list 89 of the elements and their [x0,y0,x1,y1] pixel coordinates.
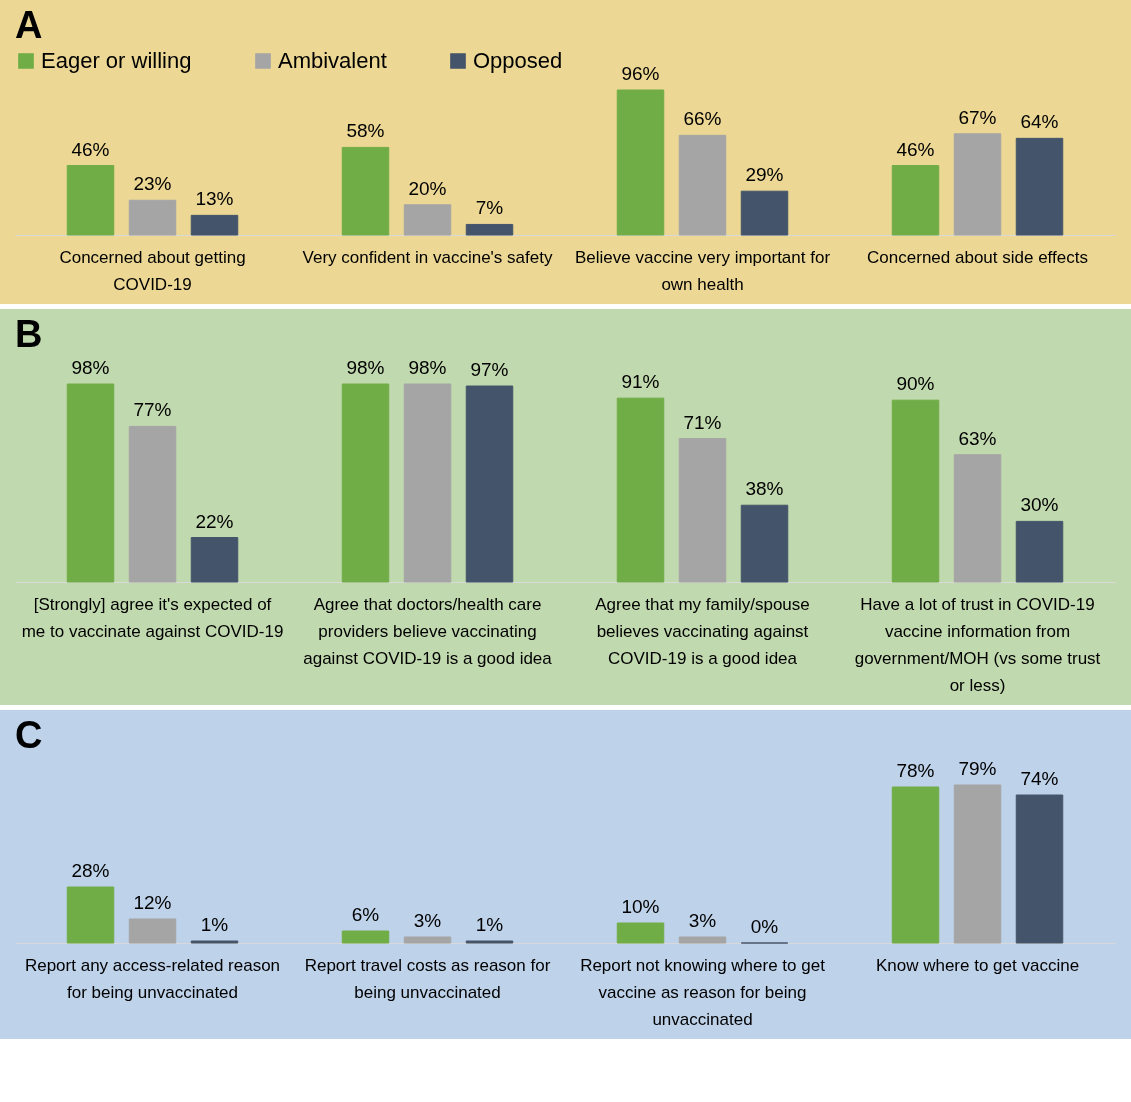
legend-label: Ambivalent [278,48,387,73]
bar [66,165,115,236]
data-label: 66% [683,108,722,130]
bar [616,89,665,236]
data-label: 10% [621,896,660,917]
data-label: 91% [621,371,660,393]
bar [616,922,665,944]
bar [740,504,789,583]
bar [190,537,239,583]
data-label: 12% [133,892,172,913]
data-label: 30% [1020,494,1059,516]
data-label: 38% [745,478,784,500]
bar [66,383,115,583]
bar [1015,794,1064,944]
x-tick-label: Agree that doctors/health care providers believe vaccinating against COVID-19 is a good idea [303,594,553,668]
data-label: 20% [408,177,447,199]
data-label: 6% [351,904,380,925]
x-tick-label: Have a lot of trust in COVID-19 vaccine information from government/MOH (vs some trust or less) [854,594,1101,695]
data-label: 74% [1020,768,1059,789]
bar [341,146,390,236]
data-label: 22% [195,510,234,532]
data-label: 64% [1020,111,1059,133]
bar [465,385,514,583]
data-label: 97% [470,359,509,381]
data-label: 46% [71,138,110,160]
chart-title: A [15,4,43,46]
bar [1015,520,1064,583]
x-tick-label: Concerned about side effects [867,247,1088,267]
bar [740,190,789,236]
data-label: 98% [408,357,447,378]
x-tick-label: Concerned about getting COVID-19 [59,247,246,294]
bar [891,399,940,583]
legend-label: Eager or willing [41,48,192,73]
bar [891,786,940,944]
data-label: 78% [896,760,935,781]
chart-title: B [15,313,43,355]
bar [953,454,1002,583]
data-label: 90% [896,373,935,395]
x-tick-label: Report travel costs as reason for being unvaccinated [304,955,551,1002]
x-tick-label: Know where to get vaccine [875,955,1080,975]
data-label: 13% [195,188,234,210]
data-label: 1% [475,914,504,935]
bar [953,133,1002,236]
data-label: 3% [413,910,442,931]
bar [403,383,452,583]
data-label: 67% [958,106,997,128]
x-tick-label: Very confident in vaccine's safety [302,247,553,267]
data-label: 98% [71,357,110,378]
bar [616,397,665,583]
bar [1015,137,1064,236]
data-label: 3% [688,910,717,931]
bar [190,940,239,944]
bar [128,199,177,236]
bar [465,940,514,944]
data-label: 46% [896,138,935,160]
data-label: 79% [958,758,997,779]
data-label: 1% [200,914,229,935]
data-label: 96% [621,63,660,84]
x-tick-label: Believe vaccine very important for own health [574,247,831,294]
data-label: 98% [346,357,385,378]
data-label: 77% [133,399,172,421]
legend-label: Opposed [473,48,563,73]
data-label: 7% [475,197,504,219]
bar [403,936,452,944]
data-label: 0% [750,916,779,937]
bar [678,438,727,583]
data-label: 28% [71,860,110,881]
bar [128,918,177,944]
bar [953,784,1002,944]
data-label: 71% [683,411,722,433]
bar [465,223,514,236]
bar [66,886,115,944]
bar [403,204,452,236]
bar [341,383,390,583]
x-tick-label: Agree that my family/spouse believes vaccinating against COVID-19 is a good idea [595,594,810,668]
data-label: 58% [346,120,385,142]
bar [128,425,177,583]
bar [891,165,940,236]
bar [190,214,239,236]
chart-title: C [15,714,43,756]
data-label: 63% [958,427,997,449]
x-tick-label: Report any access-related reason for being unvaccinated [24,955,281,1002]
data-label: 23% [133,173,172,195]
bar [678,134,727,236]
x-tick-label: Report not knowing where to get vaccine as reason for being unvaccinated [580,955,826,1029]
bar [341,930,390,944]
bar [678,936,727,944]
x-tick-label: [Strongly] agree it's expected of me to vaccinate against COVID-19 [21,594,284,641]
data-label: 29% [745,164,784,186]
